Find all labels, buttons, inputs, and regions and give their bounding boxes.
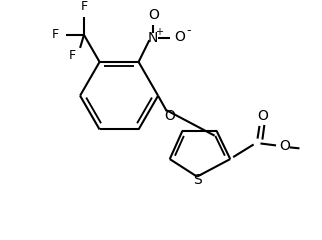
Text: O: O [257,109,268,123]
Text: O: O [279,139,290,153]
Text: O: O [164,109,175,123]
Text: F: F [52,28,59,42]
Text: N: N [148,31,158,45]
Text: F: F [80,0,88,13]
Text: F: F [69,49,76,62]
Text: +: + [155,27,163,37]
Text: O: O [174,30,185,44]
Text: -: - [186,24,191,37]
Text: S: S [193,173,202,186]
Text: O: O [148,8,159,22]
